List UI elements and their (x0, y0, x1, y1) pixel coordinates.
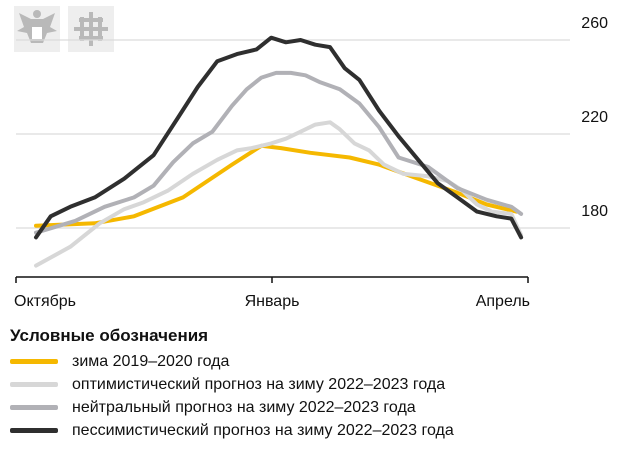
y-tick-labels: 180 220 260 (581, 15, 608, 220)
cross-grid-emblem (68, 6, 114, 52)
legend-label-optimistic-forecast: оптимистический прогноз на зиму 2022–202… (72, 375, 446, 393)
legend-label-winter-2019-2020: зима 2019–2020 года (72, 352, 230, 370)
legend-swatch-optimistic-forecast (10, 382, 58, 387)
legend: Условные обозначения зима 2019–2020 года… (10, 326, 610, 442)
y-tick-label-180: 180 (581, 203, 608, 220)
legend-swatch-neutral-forecast (10, 405, 58, 410)
legend-item-winter-2019-2020: зима 2019–2020 года (10, 350, 610, 373)
x-axis (15, 276, 529, 283)
series-line-neutral-forecast (34, 70, 524, 235)
y-tick-label-220: 220 (581, 109, 608, 126)
y-tick-label-260: 260 (581, 15, 608, 32)
series-line-optimistic-forecast (34, 120, 524, 268)
legend-title: Условные обозначения (10, 326, 209, 345)
legend-swatch-pessimistic-forecast (10, 428, 58, 433)
x-tick-labels: Октябрь Январь Апрель (14, 293, 530, 310)
x-tick-label-0: Октябрь (14, 293, 76, 310)
legend-label-neutral-forecast: нейтральный прогноз на зиму 2022–2023 го… (72, 398, 416, 416)
legend-item-optimistic-forecast: оптимистический прогноз на зиму 2022–202… (10, 373, 610, 396)
series-line-pessimistic-forecast (34, 35, 524, 240)
logo-group (14, 6, 114, 52)
series-lines (34, 35, 524, 268)
x-tick-label-2: Апрель (476, 293, 530, 310)
legend-label-pessimistic-forecast: пессимистический прогноз на зиму 2022–20… (72, 421, 454, 439)
x-tick-label-1: Январь (245, 293, 300, 310)
legend-item-neutral-forecast: нейтральный прогноз на зиму 2022–2023 го… (10, 396, 610, 419)
legend-item-pessimistic-forecast: пессимистический прогноз на зиму 2022–20… (10, 419, 610, 442)
legend-swatch-winter-2019-2020 (10, 359, 58, 364)
double-headed-eagle-emblem (14, 6, 60, 52)
